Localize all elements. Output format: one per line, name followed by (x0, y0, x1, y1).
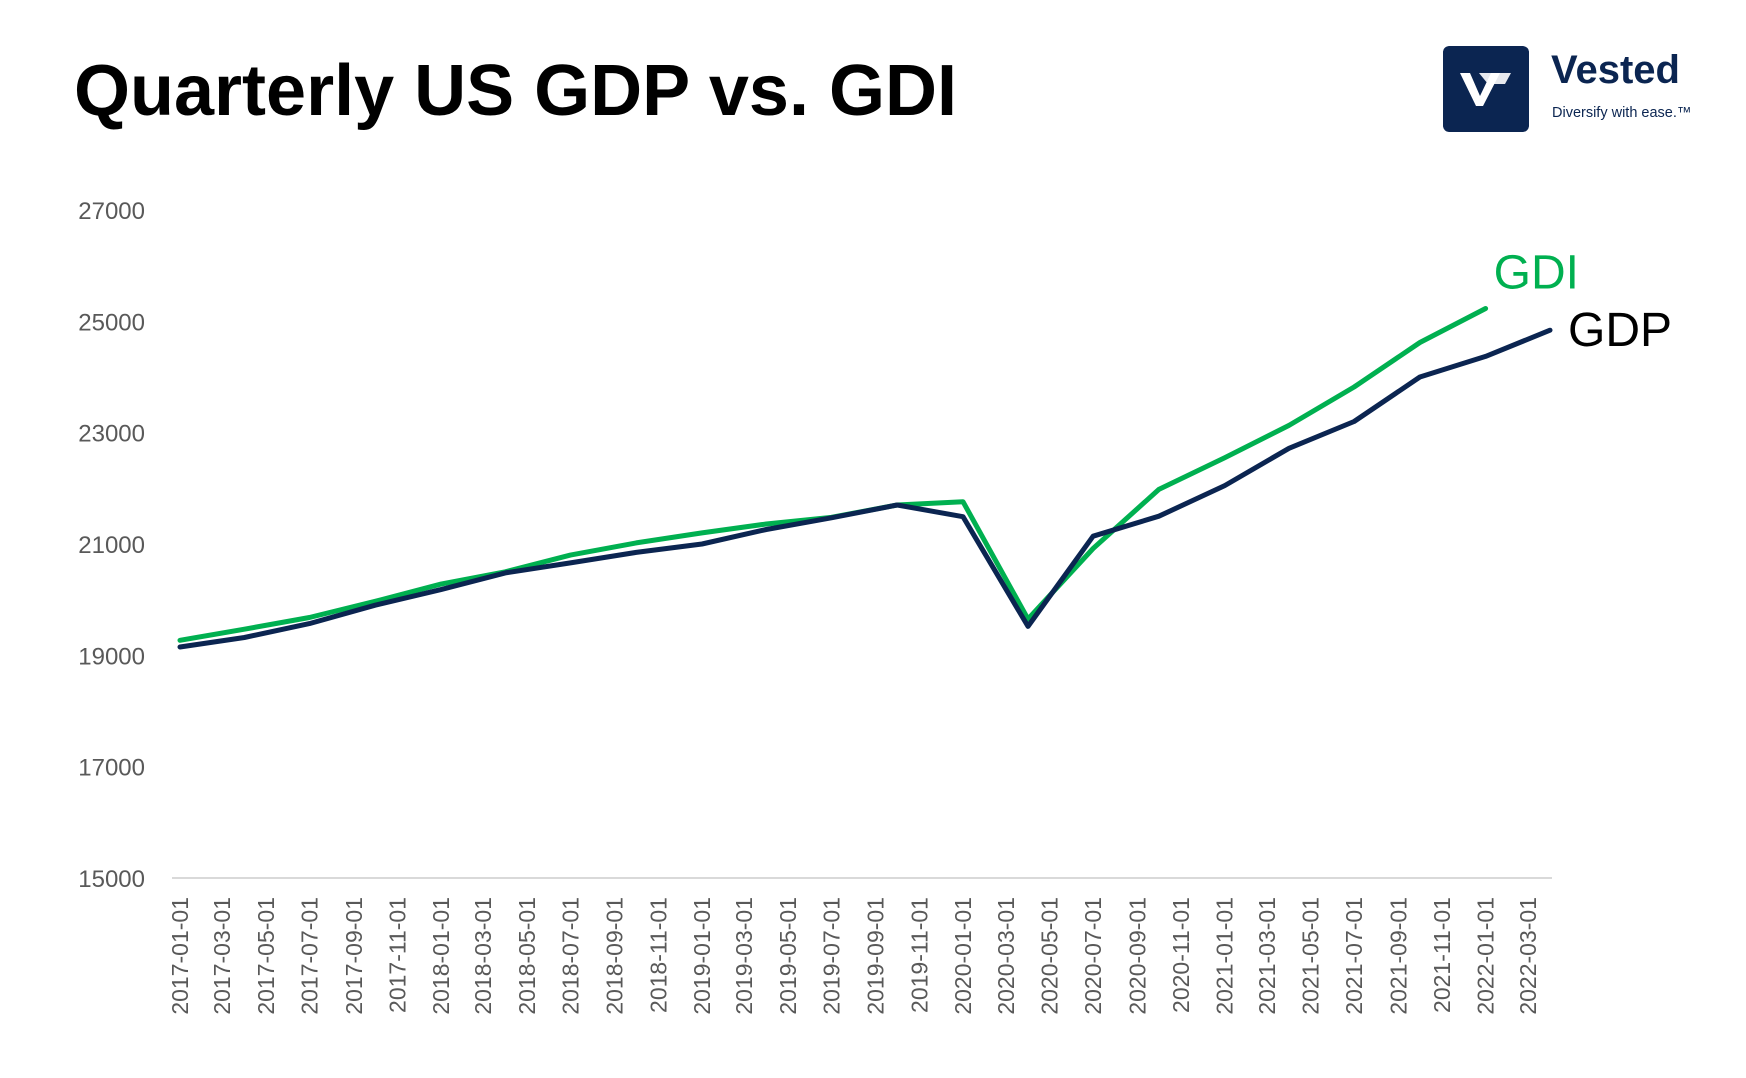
x-tick-label: 2018-07-01 (557, 897, 583, 1015)
logo-name: Vested (1551, 48, 1680, 92)
x-tick-label: 2019-07-01 (818, 897, 844, 1015)
page-title: Quarterly US GDP vs. GDI (74, 51, 957, 131)
x-tick-label: 2017-07-01 (296, 897, 322, 1015)
v-logo-icon (1443, 46, 1529, 132)
x-tick-label: 2020-03-01 (993, 897, 1019, 1015)
y-tick-label: 25000 (78, 309, 145, 336)
x-tick-label: 2019-03-01 (731, 897, 757, 1015)
x-tick-label: 2017-05-01 (253, 897, 279, 1015)
x-tick-label: 2018-03-01 (470, 897, 496, 1015)
x-tick-label: 2022-03-01 (1515, 897, 1541, 1015)
x-tick-label: 2021-03-01 (1254, 897, 1280, 1015)
series-line-gdp (177, 327, 1553, 650)
x-tick-label: 2020-11-01 (1168, 897, 1194, 1013)
x-tick-label: 2019-05-01 (775, 897, 801, 1015)
x-tick-label: 2019-09-01 (863, 897, 889, 1015)
x-tick-label: 2017-01-01 (167, 897, 193, 1015)
x-tick-label: 2021-07-01 (1341, 897, 1367, 1015)
x-tick-label: 2018-01-01 (428, 897, 454, 1015)
y-tick-label: 17000 (78, 755, 145, 782)
series-line-gdi (177, 306, 1489, 643)
x-tick-label: 2018-09-01 (602, 897, 628, 1015)
y-tick-label: 19000 (78, 643, 145, 670)
x-tick-label: 2020-09-01 (1124, 897, 1150, 1015)
x-tick-label: 2021-01-01 (1212, 897, 1238, 1015)
x-tick-label: 2018-05-01 (514, 897, 540, 1015)
x-tick-label: 2022-01-01 (1473, 897, 1499, 1015)
y-tick-label: 15000 (78, 866, 145, 893)
series-label-gdi: GDI (1494, 247, 1579, 300)
logo-tagline: Diversify with ease.™ (1552, 105, 1692, 121)
series-label-gdp: GDP (1568, 304, 1672, 357)
x-tick-label: 2020-05-01 (1036, 897, 1062, 1015)
vested-logo: Vested Diversify with ease.™ (1443, 46, 1703, 136)
y-tick-label: 27000 (78, 198, 145, 225)
x-tick-label: 2017-03-01 (209, 897, 235, 1015)
x-tick-label: 2017-11-01 (384, 897, 410, 1013)
x-tick-label: 2019-11-01 (906, 897, 932, 1013)
x-tick-label: 2020-07-01 (1080, 897, 1106, 1015)
x-tick-label: 2020-01-01 (950, 897, 976, 1015)
y-tick-label: 23000 (78, 421, 145, 448)
x-axis-ticks: 2017-01-01 2017-03-01 2017-05-01 2017-07-01… (167, 897, 1541, 1015)
x-tick-label: 2019-01-01 (689, 897, 715, 1015)
series-lines (177, 306, 1553, 650)
y-tick-label: 21000 (78, 532, 145, 559)
x-tick-label: 2017-09-01 (341, 897, 367, 1015)
y-axis-ticks: 15000 17000 19000 21000 23000 25000 27000 (78, 198, 145, 893)
x-tick-label: 2021-09-01 (1385, 897, 1411, 1015)
x-tick-label: 2021-11-01 (1429, 897, 1455, 1013)
x-tick-label: 2018-11-01 (645, 897, 671, 1013)
x-tick-label: 2021-05-01 (1297, 897, 1323, 1015)
